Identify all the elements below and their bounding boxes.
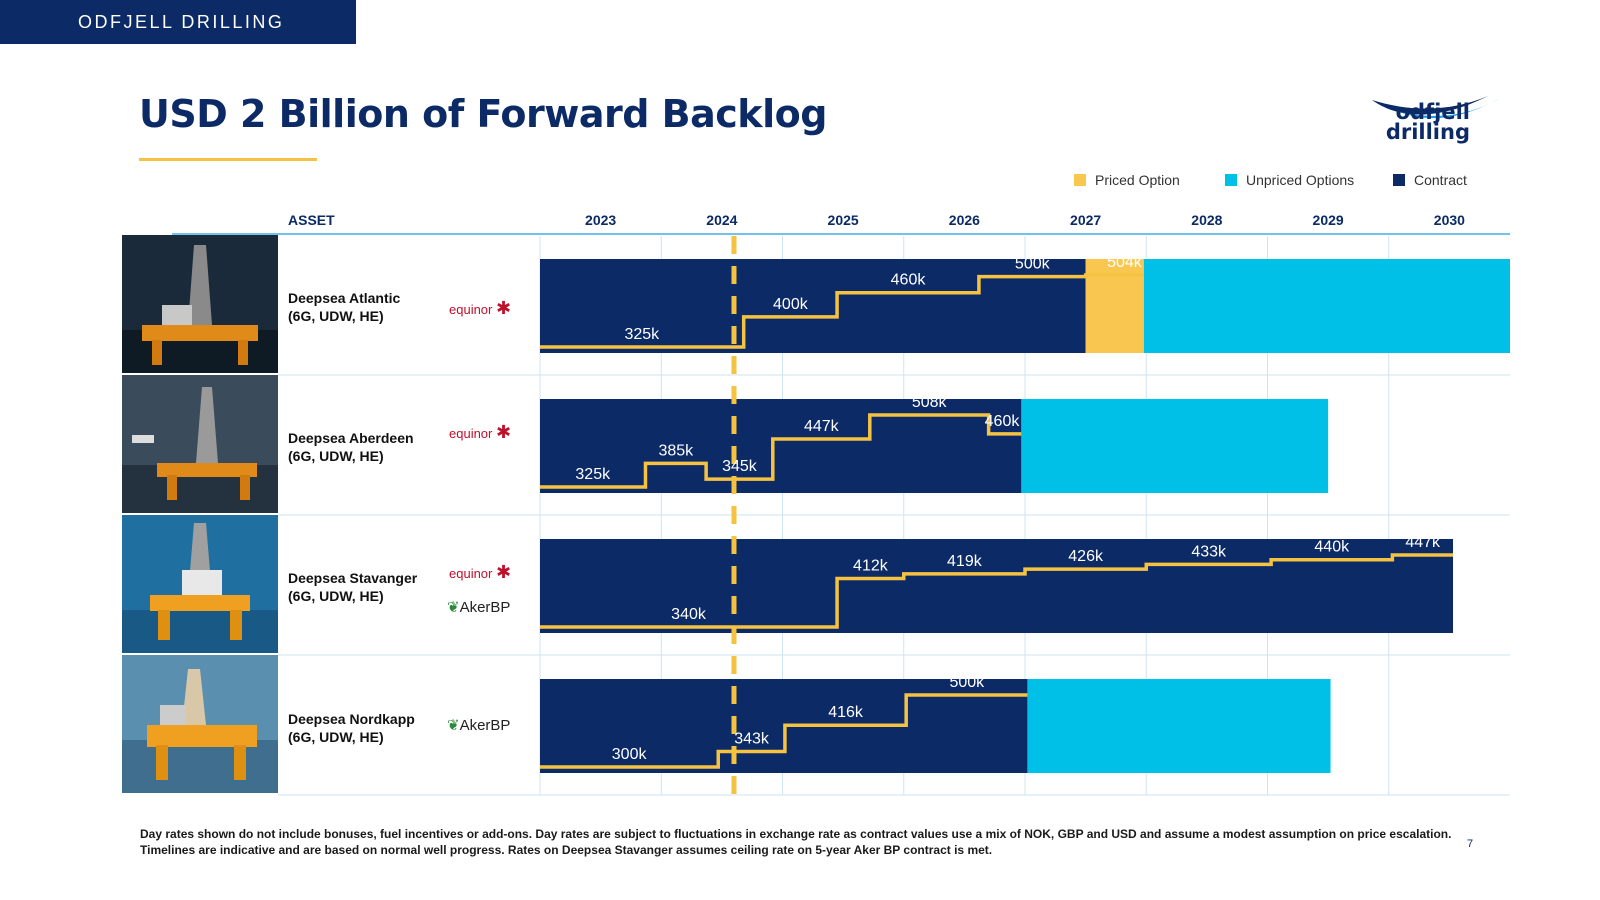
page-number: 7 xyxy=(1467,838,1474,850)
asset-name-atlantic: Deepsea Atlantic (6G, UDW, HE) xyxy=(288,289,400,325)
legend-label-unpriced: Unpriced Options xyxy=(1246,172,1355,188)
rig-image-icon xyxy=(122,375,278,513)
akerbp-mark-icon: ❦ xyxy=(447,717,460,734)
legend-swatch-contract xyxy=(1393,174,1405,186)
year-tick-label: 2026 xyxy=(949,212,980,228)
rig-photo-nordkapp xyxy=(122,655,278,793)
bar-contract xyxy=(540,259,1086,353)
legend-unpriced-options: Unpriced Options xyxy=(1225,172,1354,188)
banner-text: ODFJELL DRILLING xyxy=(78,12,285,32)
akerbp-mark-icon: ❦ xyxy=(447,599,460,616)
day-rate-label: 343k xyxy=(734,731,770,748)
day-rate-label: 412k xyxy=(853,558,889,575)
day-rate-label: 460k xyxy=(985,413,1021,430)
logo-swoosh-icon xyxy=(1372,96,1500,119)
asset-name-line2: (6G, UDW, HE) xyxy=(288,588,384,604)
page-title: USD 2 Billion of Forward Backlog xyxy=(139,92,827,136)
asset-name-line1: Deepsea Aberdeen xyxy=(288,430,414,446)
day-rate-line xyxy=(540,413,1022,489)
rig-image-icon xyxy=(122,655,278,793)
day-rate-label: 440k xyxy=(1314,539,1350,556)
bar-contract xyxy=(540,539,1454,633)
year-tick-label: 2028 xyxy=(1191,212,1222,228)
day-rate-label: 345k xyxy=(722,458,758,475)
day-rate-label: 460k xyxy=(891,272,927,289)
legend-contract: Contract xyxy=(1393,172,1467,188)
day-rate-label: 385k xyxy=(658,442,694,459)
legend-priced-option: Priced Option xyxy=(1074,172,1180,188)
equinor-star-icon: ✱ xyxy=(496,422,512,442)
legend-swatch-unpriced xyxy=(1225,174,1237,186)
equinor-star-icon: ✱ xyxy=(496,298,512,318)
year-tick-label: 2030 xyxy=(1434,212,1465,228)
legend-label-priced: Priced Option xyxy=(1095,172,1180,188)
legend-label-contract: Contract xyxy=(1414,172,1467,188)
day-rate-label: 447k xyxy=(804,418,840,435)
day-rate-label: 400k xyxy=(773,296,809,313)
equinor-star-icon: ✱ xyxy=(496,562,512,582)
day-rate-label: 447k xyxy=(1405,534,1441,551)
year-tick-label: 2025 xyxy=(828,212,859,228)
day-rate-line xyxy=(540,553,1454,629)
client-equinor-logo: equinor ✱ xyxy=(449,562,511,583)
asset-name-line2: (6G, UDW, HE) xyxy=(288,448,384,464)
asset-name-line2: (6G, UDW, HE) xyxy=(288,308,384,324)
asset-name-line2: (6G, UDW, HE) xyxy=(288,729,384,745)
rig-image-icon xyxy=(122,515,278,653)
year-tick-label: 2023 xyxy=(585,212,616,228)
akerbp-text: AkerBP xyxy=(459,599,511,616)
year-tick-label: 2029 xyxy=(1313,212,1344,228)
year-tick-label: 2027 xyxy=(1070,212,1101,228)
top-banner: ODFJELL DRILLING xyxy=(0,0,356,44)
equinor-text: equinor xyxy=(449,426,493,441)
bar-unpriced xyxy=(1021,399,1329,493)
odfjell-logo: odfjell drilling xyxy=(1370,90,1520,150)
year-tick-label: 2024 xyxy=(706,212,737,228)
asset-name-nordkapp: Deepsea Nordkapp (6G, UDW, HE) xyxy=(288,710,415,746)
asset-name-aberdeen: Deepsea Aberdeen (6G, UDW, HE) xyxy=(288,429,414,465)
day-rate-line xyxy=(540,693,1028,769)
legend-swatch-priced xyxy=(1074,174,1086,186)
day-rate-label: 419k xyxy=(947,553,983,570)
rig-photo-stavanger xyxy=(122,515,278,653)
bar-unpriced xyxy=(1027,679,1331,773)
rig-image-icon xyxy=(122,235,278,373)
asset-name-line1: Deepsea Stavanger xyxy=(288,570,418,586)
day-rate-label: 325k xyxy=(624,326,660,343)
logo-line1: odfjell xyxy=(1395,100,1470,124)
day-rate-line xyxy=(540,273,1144,349)
equinor-text: equinor xyxy=(449,302,493,317)
client-akerbp-logo: ❦AkerBP xyxy=(447,716,510,734)
day-rate-label: 433k xyxy=(1191,543,1227,560)
footnote: Day rates shown do not include bonuses, … xyxy=(140,827,1452,857)
day-rate-label: 426k xyxy=(1068,548,1104,565)
client-akerbp-logo: ❦AkerBP xyxy=(447,598,510,616)
day-rate-label: 300k xyxy=(612,746,648,763)
bar-unpriced xyxy=(1143,259,1510,353)
day-rate-label: 508k xyxy=(912,394,948,411)
rig-photo-atlantic xyxy=(122,235,278,373)
client-equinor-logo: equinor ✱ xyxy=(449,298,511,319)
bar-contract xyxy=(540,399,1022,493)
day-rate-label: 416k xyxy=(828,704,864,721)
day-rate-label: 500k xyxy=(949,674,985,691)
asset-column-header: ASSET xyxy=(288,212,335,228)
day-rate-label: 500k xyxy=(1015,256,1051,273)
asset-name-stavanger: Deepsea Stavanger (6G, UDW, HE) xyxy=(288,569,417,605)
client-equinor-logo: equinor ✱ xyxy=(449,422,511,443)
day-rate-label: 340k xyxy=(671,606,707,623)
asset-name-line1: Deepsea Atlantic xyxy=(288,290,401,306)
day-rate-label: 504k xyxy=(1107,254,1143,271)
day-rate-label: 325k xyxy=(575,466,611,483)
equinor-text: equinor xyxy=(449,566,493,581)
logo-line2: drilling xyxy=(1385,120,1470,144)
asset-name-line1: Deepsea Nordkapp xyxy=(288,711,415,727)
rig-photo-aberdeen xyxy=(122,375,278,513)
akerbp-text: AkerBP xyxy=(459,717,511,734)
title-underline xyxy=(139,158,317,161)
bar-priced xyxy=(1085,259,1144,353)
